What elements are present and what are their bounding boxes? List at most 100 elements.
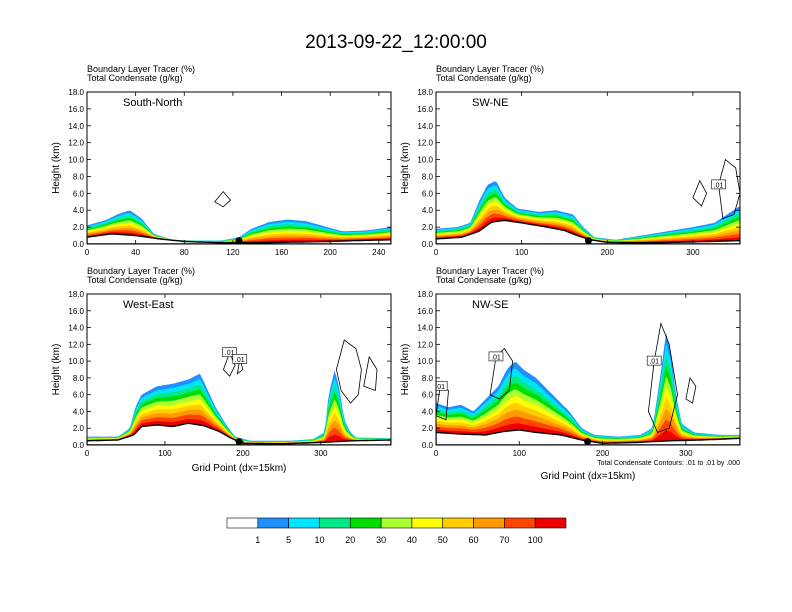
x-tick-label: 200 xyxy=(236,449,250,458)
contour-label-text: .01 xyxy=(435,384,445,391)
x-tick-label: 40 xyxy=(131,248,140,257)
y-tick-label: 14.0 xyxy=(68,122,84,131)
colorbar-label: 5 xyxy=(286,535,291,545)
center-marker xyxy=(235,237,243,245)
colorbar-box xyxy=(319,517,351,529)
y-tick-label: 12.0 xyxy=(68,340,84,349)
colorbar-label: 100 xyxy=(528,535,543,545)
plot-frame xyxy=(86,293,392,446)
condensate-contour xyxy=(214,190,232,208)
subtitle-condensate: Total Condensate (g/kg) xyxy=(87,73,183,83)
y-tick-label: 18.0 xyxy=(68,290,84,299)
y-tick-label: 0.0 xyxy=(73,441,85,450)
y-tick-label: 0.0 xyxy=(73,240,85,249)
y-tick-label: 16.0 xyxy=(68,307,84,316)
colorbar-box xyxy=(534,517,567,529)
contour-label: .01 xyxy=(222,347,237,357)
colorbar-label: 70 xyxy=(499,535,509,545)
contour-label: .01 xyxy=(711,179,726,189)
contour-label: .01 xyxy=(646,355,662,366)
contour-label-text: .01 xyxy=(714,182,724,189)
figure-title: 2013-09-22_12:00:00 xyxy=(305,32,487,53)
y-tick-label: 4.0 xyxy=(73,206,85,215)
colorbar-box xyxy=(226,517,259,529)
y-tick-label: 16.0 xyxy=(417,105,433,114)
panel-label: West-East xyxy=(123,299,174,311)
y-axis-label: Height (km) xyxy=(51,142,62,194)
x-axis-label: Grid Point (dx=15km) xyxy=(541,471,636,482)
colorbar: 1 5 10 20 30 40 50 60 70 100 xyxy=(226,517,567,545)
panel-west-east: Boundary Layer Tracer (%)Total Condensat… xyxy=(51,266,392,474)
x-tick-label: 200 xyxy=(596,449,610,458)
y-tick-label: 18.0 xyxy=(417,290,433,299)
condensate-contour xyxy=(436,385,449,421)
y-tick-label: 0.0 xyxy=(422,240,434,249)
colorbar-box xyxy=(380,517,413,529)
y-tick-label: 16.0 xyxy=(68,105,84,114)
colorbar-label: 60 xyxy=(469,535,479,545)
y-tick-label: 2.0 xyxy=(422,424,434,433)
condensate-contour xyxy=(222,351,236,377)
y-tick-label: 8.0 xyxy=(73,172,85,181)
center-marker xyxy=(584,237,592,245)
y-tick-label: 4.0 xyxy=(422,407,434,416)
colorbar-label: 30 xyxy=(376,535,386,545)
x-tick-label: 300 xyxy=(314,449,328,458)
colorbar-box xyxy=(442,517,474,529)
subtitle-tracer: Boundary Layer Tracer (%) xyxy=(436,266,544,276)
y-tick-label: 12.0 xyxy=(417,340,433,349)
condensate-contour xyxy=(236,359,244,375)
colorbar-box xyxy=(349,517,382,529)
subtitle-condensate: Total Condensate (g/kg) xyxy=(436,275,532,285)
plot-frame xyxy=(435,293,741,446)
contour-label-text: .01 xyxy=(225,350,235,357)
plot-area: .01 .01 .01 xyxy=(435,321,740,445)
center-marker xyxy=(584,438,592,446)
condensate-contour xyxy=(692,179,708,207)
y-tick-label: 10.0 xyxy=(417,357,433,366)
y-tick-label: 10.0 xyxy=(68,156,84,165)
subtitle-condensate: Total Condensate (g/kg) xyxy=(436,73,532,83)
terrain xyxy=(87,422,391,445)
x-tick-label: 80 xyxy=(180,248,189,257)
panel-nw-se: Boundary Layer Tracer (%)Total Condensat… xyxy=(400,266,741,482)
y-axis-label: Height (km) xyxy=(400,344,411,396)
y-tick-label: 10.0 xyxy=(68,357,84,366)
contour-label: .01 xyxy=(232,354,248,364)
colorbar-label: 40 xyxy=(407,535,417,545)
contour-label-text: .01 xyxy=(235,357,245,364)
x-tick-label: 0 xyxy=(434,449,439,458)
y-axis-label: Height (km) xyxy=(400,142,411,194)
y-tick-label: 12.0 xyxy=(68,139,84,148)
x-tick-label: 200 xyxy=(601,248,615,257)
plot-frame xyxy=(435,91,741,245)
panel-label: NW-SE xyxy=(472,299,508,311)
x-tick-label: 300 xyxy=(679,449,693,458)
x-tick-label: 0 xyxy=(85,449,90,458)
y-tick-label: 8.0 xyxy=(422,374,434,383)
colorbar-box xyxy=(504,517,536,529)
colorbar-box xyxy=(473,517,505,529)
condensate-contour xyxy=(647,321,678,433)
y-tick-label: 2.0 xyxy=(73,424,85,433)
y-tick-label: 14.0 xyxy=(68,324,84,333)
colorbar-label: 10 xyxy=(314,535,324,545)
y-tick-label: 14.0 xyxy=(417,122,433,131)
contour-label-text: .01 xyxy=(491,354,501,361)
x-tick-label: 300 xyxy=(686,248,700,257)
x-tick-label: 100 xyxy=(513,449,527,458)
terrain xyxy=(436,429,740,445)
x-tick-label: 0 xyxy=(85,248,90,257)
panel-label: SW-NE xyxy=(472,97,508,109)
y-tick-label: 8.0 xyxy=(73,374,85,383)
x-axis-label: Grid Point (dx=15km) xyxy=(192,463,287,474)
contour-label: .01 xyxy=(488,351,504,361)
colorbar-box xyxy=(411,517,444,529)
plot-area xyxy=(87,190,391,244)
contour-label-text: .01 xyxy=(649,359,659,366)
plot-area: .01.01 xyxy=(87,339,391,445)
x-tick-label: 200 xyxy=(324,248,338,257)
x-tick-label: 240 xyxy=(372,248,386,257)
